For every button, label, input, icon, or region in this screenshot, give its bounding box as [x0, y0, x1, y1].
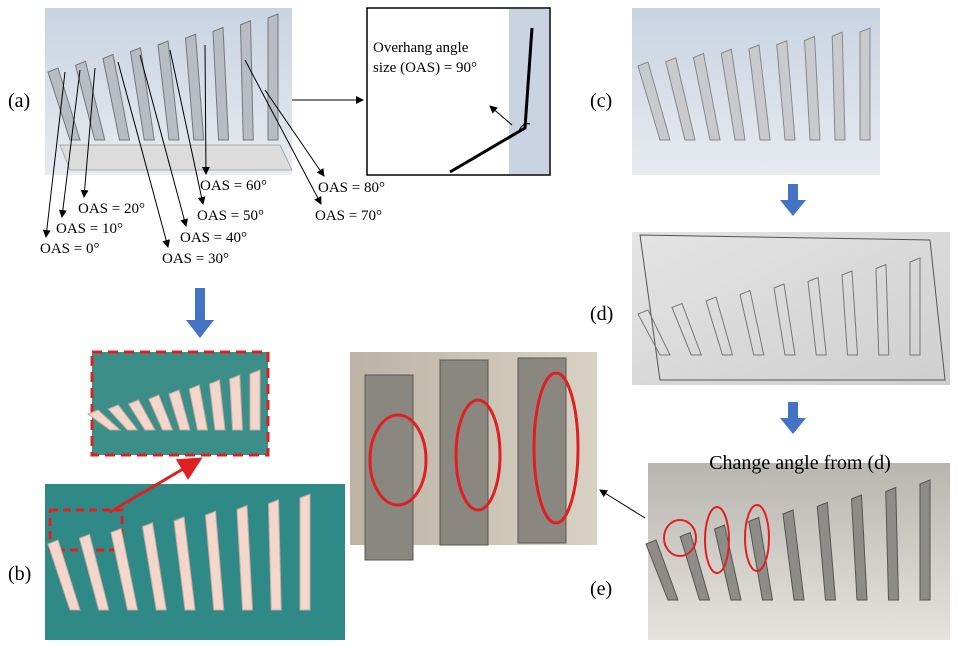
panel-label: (e): [590, 578, 612, 600]
callout-text: size (OAS) = 90°: [373, 60, 477, 76]
oas-label: OAS = 80°: [318, 180, 385, 196]
callout-text: Overhang angle: [373, 40, 469, 56]
oas-label: OAS = 20°: [78, 201, 145, 217]
fin: [241, 21, 254, 140]
panel-label: (a): [8, 90, 30, 112]
specimen-bar: [518, 358, 566, 543]
fin: [886, 488, 899, 601]
panel-label: (d): [590, 303, 613, 325]
fin: [230, 375, 243, 430]
specimen-bar: [365, 375, 413, 560]
fin: [860, 28, 870, 140]
figure: (a) (b) (c) (d) (e) Overhang angle size …: [0, 0, 959, 646]
specimen-bar: [440, 360, 488, 545]
zoom-link-arrow: [600, 490, 645, 518]
fin: [268, 14, 278, 140]
oas-label: OAS = 40°: [180, 230, 247, 246]
oas-label: OAS = 10°: [56, 221, 123, 237]
panel-label: (c): [590, 90, 612, 112]
fin: [300, 494, 310, 610]
oas-label: OAS = 50°: [197, 208, 264, 224]
caption: Change angle from (d): [709, 452, 891, 474]
panel-label: (b): [8, 563, 31, 585]
base-plate: [60, 145, 292, 170]
fin: [832, 32, 845, 140]
fin: [269, 500, 282, 610]
oas-label: OAS = 60°: [200, 178, 267, 194]
panel-d-image: [632, 232, 950, 385]
oas-label: OAS = 0°: [40, 241, 99, 257]
fin: [250, 370, 260, 430]
fin: [920, 480, 930, 600]
oas-label: OAS = 70°: [315, 208, 382, 224]
oas-label: OAS = 30°: [162, 251, 229, 267]
